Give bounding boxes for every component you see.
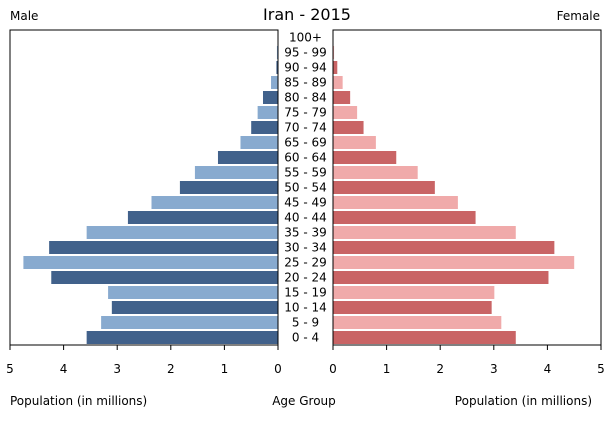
female-bar [333, 61, 337, 74]
age-group-label: 35 - 39 [284, 226, 327, 240]
female-tick-label: 0 [329, 362, 337, 376]
female-bar [333, 196, 458, 209]
female-bar [333, 181, 435, 194]
male-tick-label: 4 [60, 362, 68, 376]
male-bar [180, 181, 278, 194]
female-bar [333, 211, 476, 224]
male-bar [87, 226, 278, 239]
male-bar [49, 241, 278, 254]
male-tick-label: 3 [113, 362, 121, 376]
female-bar [333, 256, 574, 269]
male-bar [152, 196, 278, 209]
female-tick-label: 2 [436, 362, 444, 376]
female-bar [333, 286, 494, 299]
male-bar [258, 106, 278, 119]
male-bar [112, 301, 278, 314]
female-bar [333, 91, 350, 104]
female-bar [333, 136, 376, 149]
age-group-label: 80 - 84 [284, 91, 327, 105]
male-bar [101, 316, 278, 329]
female-tick-label: 4 [544, 362, 552, 376]
male-tick-label: 1 [221, 362, 229, 376]
female-bar [333, 316, 501, 329]
female-bar [333, 121, 364, 134]
age-group-label: 45 - 49 [284, 196, 327, 210]
age-group-label: 5 - 9 [292, 316, 319, 330]
male-bar [251, 121, 278, 134]
age-group-label: 40 - 44 [284, 211, 327, 225]
female-tick-label: 5 [597, 362, 605, 376]
female-bar [333, 226, 516, 239]
female-tick-label: 3 [490, 362, 498, 376]
age-group-label: 50 - 54 [284, 181, 327, 195]
male-bar [51, 271, 278, 284]
age-group-label: 25 - 29 [284, 256, 327, 270]
age-group-label: 60 - 64 [284, 151, 327, 165]
age-group-label: 55 - 59 [284, 166, 327, 180]
male-bar [108, 286, 278, 299]
male-tick-label: 5 [6, 362, 14, 376]
age-group-label: 15 - 19 [284, 286, 327, 300]
female-bar [333, 106, 357, 119]
age-group-label: 75 - 79 [284, 106, 327, 120]
male-bar [87, 331, 278, 344]
female-axis-title: Population (in millions) [455, 394, 592, 408]
male-bar [195, 166, 278, 179]
ticks-layer: 5 4 3 2 1 0 0 1 2 3 4 5 [6, 345, 605, 376]
age-group-label: 0 - 4 [292, 331, 319, 345]
male-bar [218, 151, 278, 164]
male-bar [128, 211, 278, 224]
age-group-label: 70 - 74 [284, 121, 327, 135]
male-bar [263, 91, 278, 104]
female-bar [333, 301, 492, 314]
age-group-label: 65 - 69 [284, 136, 327, 150]
male-axis-title: Population (in millions) [10, 394, 147, 408]
male-bar [240, 136, 278, 149]
female-label: Female [557, 9, 600, 23]
age-group-label: 100+ [289, 31, 322, 45]
age-group-label: 95 - 99 [284, 46, 327, 60]
age-group-title: Age Group [272, 394, 336, 408]
male-label: Male [10, 9, 38, 23]
chart-title: Iran - 2015 [263, 5, 351, 24]
age-group-label: 30 - 34 [284, 241, 327, 255]
male-bar [271, 76, 278, 89]
female-bar [333, 76, 343, 89]
age-group-label: 90 - 94 [284, 61, 327, 75]
male-bar [23, 256, 278, 269]
age-group-label: 20 - 24 [284, 271, 327, 285]
age-group-label: 85 - 89 [284, 76, 327, 90]
female-bar [333, 241, 554, 254]
male-tick-label: 2 [167, 362, 175, 376]
male-tick-label: 0 [274, 362, 282, 376]
female-bar [333, 331, 516, 344]
age-group-label: 10 - 14 [284, 301, 327, 315]
female-tick-label: 1 [383, 362, 391, 376]
female-bar [333, 271, 548, 284]
female-bar [333, 151, 396, 164]
female-bar [333, 166, 418, 179]
